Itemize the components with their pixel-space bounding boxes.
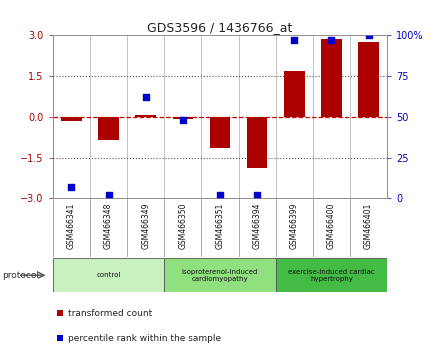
- Text: GSM466400: GSM466400: [327, 203, 336, 250]
- Text: percentile rank within the sample: percentile rank within the sample: [68, 333, 221, 343]
- Title: GDS3596 / 1436766_at: GDS3596 / 1436766_at: [147, 21, 293, 34]
- Bar: [136, 115, 156, 117]
- Bar: [164, 258, 276, 292]
- Bar: [276, 258, 387, 292]
- Text: isoproterenol-induced
cardiomyopathy: isoproterenol-induced cardiomyopathy: [182, 269, 258, 282]
- Text: GSM466348: GSM466348: [104, 203, 113, 249]
- Text: protocol: protocol: [2, 271, 39, 280]
- Point: [105, 192, 112, 198]
- Text: transformed count: transformed count: [68, 309, 152, 318]
- Point: [180, 117, 187, 123]
- Text: exercise-induced cardiac
hypertrophy: exercise-induced cardiac hypertrophy: [288, 269, 375, 282]
- Text: control: control: [96, 272, 121, 278]
- Bar: [210, 117, 230, 148]
- Bar: [61, 117, 81, 121]
- Bar: [98, 117, 119, 140]
- Point: [216, 192, 224, 198]
- Point: [253, 192, 260, 198]
- Text: GSM466394: GSM466394: [253, 203, 262, 250]
- Bar: [321, 40, 342, 117]
- Bar: [172, 117, 193, 119]
- Text: GSM466351: GSM466351: [216, 203, 224, 249]
- Text: GSM466350: GSM466350: [178, 203, 187, 250]
- Text: GSM466401: GSM466401: [364, 203, 373, 249]
- Point: [291, 38, 298, 43]
- Bar: [284, 71, 304, 117]
- Text: GSM466399: GSM466399: [290, 203, 299, 250]
- Point: [328, 38, 335, 43]
- Bar: [247, 117, 268, 169]
- Point: [68, 184, 75, 190]
- Point: [365, 33, 372, 38]
- Bar: [359, 42, 379, 117]
- Text: GSM466349: GSM466349: [141, 203, 150, 250]
- Bar: [53, 258, 164, 292]
- Point: [142, 95, 149, 100]
- Text: GSM466341: GSM466341: [67, 203, 76, 249]
